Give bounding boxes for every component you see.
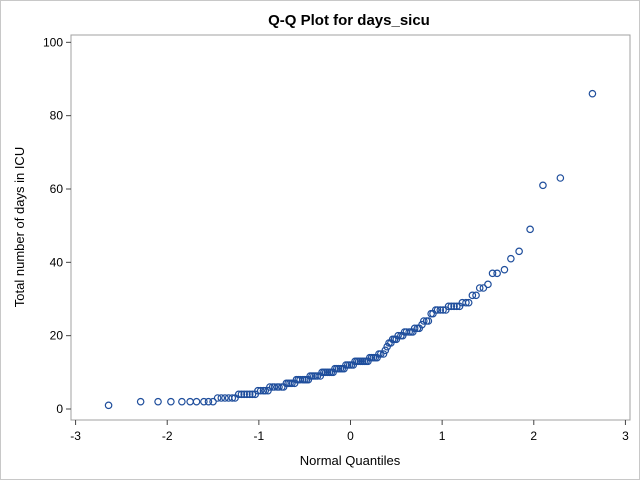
data-point [420, 317, 428, 325]
data-point [493, 269, 501, 278]
data-point [462, 298, 470, 307]
data-point [213, 394, 222, 402]
data-point [270, 383, 279, 391]
data-point [248, 390, 257, 399]
data-point [167, 397, 175, 406]
data-point [245, 390, 254, 399]
data-points [104, 89, 597, 410]
data-point [453, 302, 461, 311]
data-point [464, 298, 473, 307]
y-axis-label: Total number of days in ICU [12, 147, 27, 307]
data-point [254, 386, 262, 395]
data-point [221, 394, 229, 402]
y-tick-label: 40 [50, 255, 64, 269]
y-tick-label: 60 [50, 182, 64, 196]
x-tick-label: -2 [162, 429, 173, 443]
y-tick-label: 20 [50, 329, 64, 343]
data-point [526, 225, 534, 234]
data-point [237, 390, 246, 399]
data-point [178, 397, 186, 406]
data-point [288, 379, 296, 388]
data-point [424, 317, 433, 325]
x-tick-label: -3 [70, 429, 81, 443]
data-point [261, 386, 270, 395]
y-tick-label: 100 [43, 35, 63, 49]
data-point [475, 284, 484, 292]
data-point [379, 350, 388, 358]
x-tick-label: 0 [347, 429, 354, 443]
data-point [313, 372, 322, 380]
x-tick-label: -1 [254, 429, 265, 443]
data-point [588, 89, 597, 98]
data-point [154, 397, 162, 406]
data-point [447, 302, 456, 311]
data-point [243, 390, 251, 399]
x-tick-label: 1 [439, 429, 446, 443]
x-axis-ticks: -3 -2 -1 0 1 2 3 [70, 420, 629, 443]
data-point [484, 280, 492, 289]
data-point [539, 181, 547, 190]
y-tick-label: 80 [50, 109, 64, 123]
data-point [256, 386, 265, 395]
data-point [234, 390, 243, 399]
data-point [392, 335, 401, 344]
x-axis-label: Normal Quantiles [300, 453, 401, 468]
data-point [472, 291, 480, 300]
data-point [468, 291, 477, 300]
data-point [444, 302, 453, 311]
y-tick-label: 0 [56, 402, 63, 416]
data-point [381, 346, 390, 355]
data-point [394, 331, 402, 340]
x-tick-label: 2 [530, 429, 537, 443]
data-point [200, 397, 208, 406]
data-point [479, 284, 488, 292]
data-point [556, 174, 565, 182]
data-point [450, 302, 458, 311]
data-point [275, 383, 283, 391]
x-tick-label: 3 [622, 429, 629, 443]
data-point [186, 397, 194, 406]
data-point [433, 306, 442, 314]
data-point [507, 254, 515, 263]
data-point [436, 306, 445, 314]
chart-title: Q-Q Plot for days_sicu [268, 12, 430, 29]
data-point [264, 386, 272, 395]
y-axis-ticks: 0 20 40 60 80 100 [43, 35, 71, 416]
data-point [266, 383, 274, 391]
data-point [418, 320, 426, 329]
data-point [410, 324, 419, 333]
data-point [217, 394, 226, 402]
data-point [240, 390, 248, 399]
data-point [439, 306, 447, 314]
data-point [500, 265, 509, 274]
data-point [515, 247, 523, 256]
data-point [488, 269, 497, 278]
data-point [192, 397, 201, 406]
data-point [136, 397, 145, 406]
data-point [376, 350, 385, 358]
data-point [209, 397, 217, 406]
data-point [228, 394, 237, 402]
data-point [204, 397, 213, 406]
data-point [104, 401, 113, 410]
data-point [409, 328, 417, 336]
